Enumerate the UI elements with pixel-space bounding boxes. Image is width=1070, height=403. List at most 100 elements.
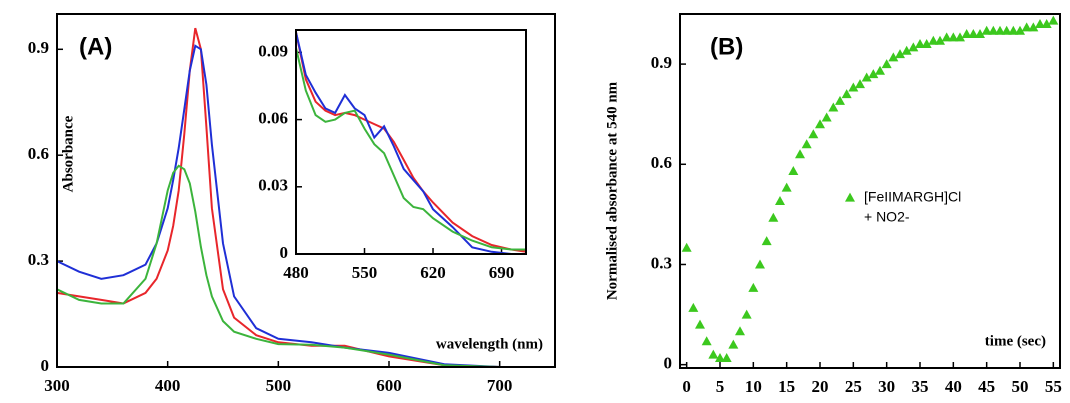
data-point <box>1041 19 1052 29</box>
y-tick-label: 0.06 <box>258 109 288 128</box>
x-tick-label: 35 <box>912 377 929 396</box>
legend-note: + NO2- <box>864 208 910 224</box>
legend-marker <box>845 192 855 202</box>
x-tick-label: 500 <box>266 376 292 395</box>
data-point <box>895 49 905 59</box>
data-point <box>1021 22 1032 32</box>
y-tick-label: 0.03 <box>258 176 288 195</box>
data-point <box>1001 25 1012 35</box>
x-tick-label: 50 <box>1012 377 1029 396</box>
data-point <box>908 42 919 52</box>
inset-background <box>296 30 526 254</box>
data-point <box>1048 15 1059 25</box>
y-tick-label: 0 <box>664 354 673 373</box>
data-point <box>1015 25 1025 35</box>
x-axis-label: time (sec) <box>985 333 1046 349</box>
data-point <box>761 236 772 246</box>
plot-frame <box>56 13 556 368</box>
data-point <box>868 69 879 79</box>
data-point <box>881 59 892 69</box>
x-tick-label: 400 <box>155 376 181 395</box>
y-tick-label: 0.6 <box>28 144 49 163</box>
series-line <box>295 47 526 251</box>
x-tick-label: 40 <box>945 377 962 396</box>
data-point <box>721 352 732 362</box>
data-point <box>788 165 799 175</box>
data-point <box>855 79 865 89</box>
plot-frame <box>679 13 1061 369</box>
series-line <box>295 31 526 255</box>
x-tick-label: 620 <box>420 263 446 282</box>
data-point <box>1035 19 1045 29</box>
y-tick-label: 0.9 <box>28 38 49 57</box>
x-tick-label: 600 <box>376 376 402 395</box>
data-point <box>875 65 885 75</box>
data-point <box>708 349 719 359</box>
data-point <box>775 196 785 206</box>
data-point <box>815 119 825 129</box>
data-point <box>861 72 872 82</box>
data-point <box>841 89 852 99</box>
data-point <box>835 95 845 105</box>
x-tick-label: 30 <box>878 377 895 396</box>
data-point <box>888 52 899 62</box>
x-tick-label: 45 <box>978 377 995 396</box>
x-tick-label: 10 <box>745 377 762 396</box>
x-tick-label: 25 <box>845 377 862 396</box>
data-point <box>988 25 999 35</box>
data-point <box>915 39 925 49</box>
panel-label: (B) <box>710 33 743 60</box>
y-tick-label: 0 <box>280 243 289 262</box>
data-point <box>781 182 792 192</box>
data-point <box>848 82 859 92</box>
data-point <box>748 282 759 292</box>
legend-label: [FeIIMARGH]Cl <box>864 188 961 204</box>
data-point <box>755 259 765 269</box>
data-point <box>921 39 932 49</box>
x-tick-label: 20 <box>812 377 829 396</box>
data-point <box>975 29 985 39</box>
data-point <box>741 309 752 319</box>
data-point <box>808 129 819 139</box>
x-tick-label: 700 <box>487 376 513 395</box>
data-point <box>681 242 692 252</box>
data-point <box>801 139 812 149</box>
data-point <box>728 339 739 349</box>
data-point <box>828 102 839 112</box>
data-point <box>968 29 979 39</box>
series-line <box>56 164 555 368</box>
data-point <box>901 45 912 55</box>
data-point <box>695 319 705 329</box>
data-point <box>955 32 965 42</box>
plot-frame <box>295 29 527 255</box>
x-tick-label: 550 <box>352 263 378 282</box>
data-point <box>961 29 972 39</box>
y-tick-label: 0.6 <box>651 153 672 172</box>
data-point <box>941 32 952 42</box>
x-tick-label: 15 <box>778 377 795 396</box>
x-tick-label: 0 <box>682 377 691 396</box>
x-tick-label: 55 <box>1045 377 1062 396</box>
data-point <box>768 212 779 222</box>
data-point <box>995 25 1005 35</box>
x-tick-label: 5 <box>716 377 725 396</box>
data-point <box>795 149 805 159</box>
data-point <box>935 35 945 45</box>
y-axis-label: Normalised absorbance at 540 nm <box>604 81 620 300</box>
y-tick-label: 0 <box>41 356 50 375</box>
data-point <box>981 25 992 35</box>
y-tick-label: 0.3 <box>28 250 49 269</box>
data-point <box>821 112 832 122</box>
panel-label: (A) <box>79 33 112 60</box>
data-point <box>688 302 699 312</box>
data-point <box>1028 22 1039 32</box>
x-tick-label: 480 <box>283 263 309 282</box>
y-tick-label: 0.3 <box>651 253 672 272</box>
y-tick-label: 0.9 <box>651 53 672 72</box>
data-point <box>948 32 959 42</box>
x-tick-label: 690 <box>489 263 515 282</box>
y-tick-label: 0.09 <box>258 41 288 60</box>
x-axis-label: wavelength (nm) <box>436 336 543 352</box>
data-point <box>715 352 725 362</box>
